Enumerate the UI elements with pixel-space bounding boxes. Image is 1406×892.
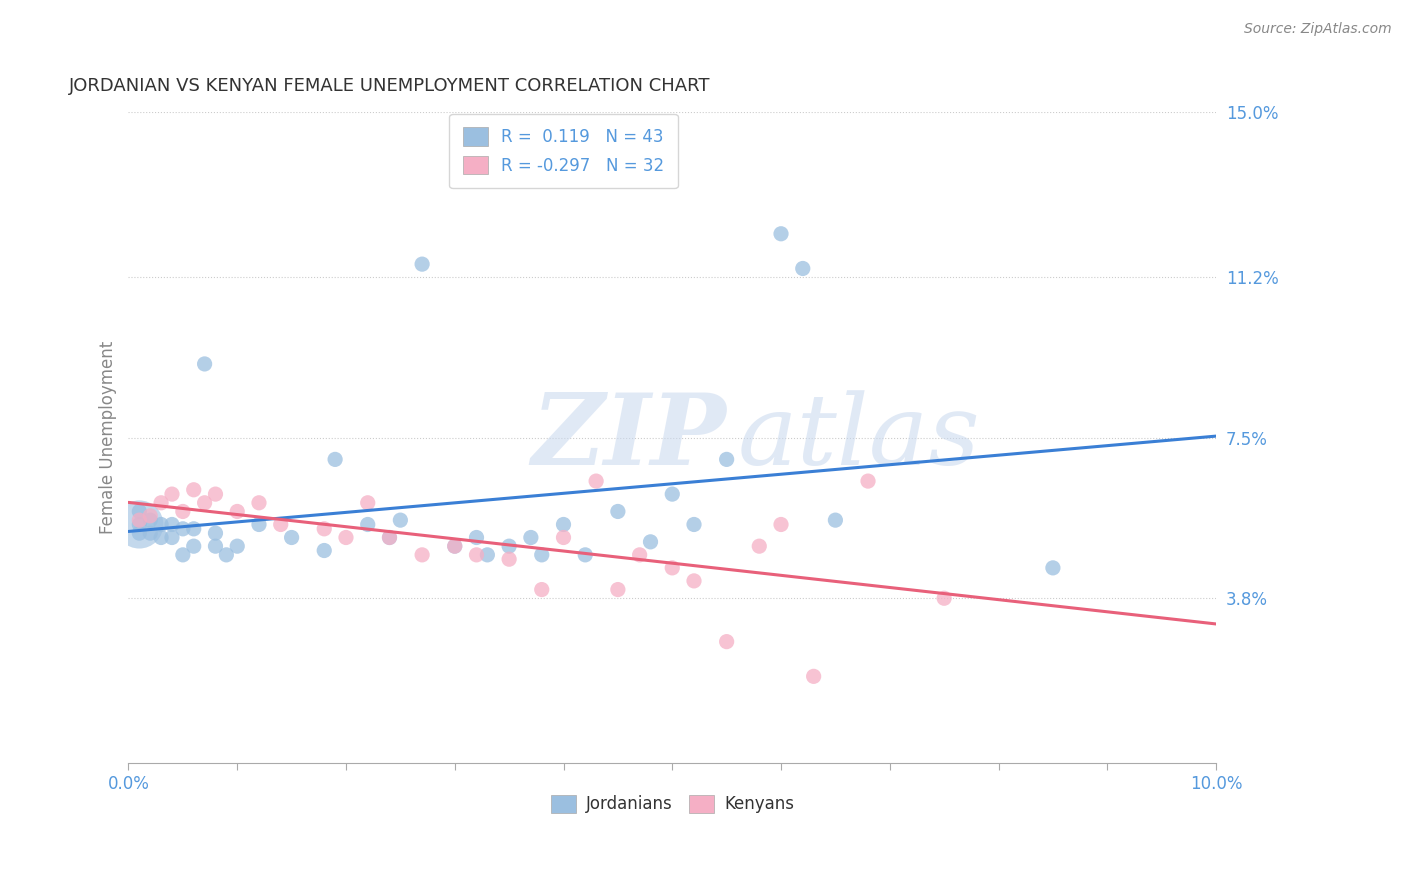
Point [856, 474, 879, 488]
Point [792, 261, 814, 276]
Point [716, 452, 738, 467]
Point [748, 539, 770, 553]
Point [226, 504, 249, 518]
Y-axis label: Female Unemployment: Female Unemployment [100, 341, 117, 534]
Point [172, 548, 194, 562]
Point [443, 539, 465, 553]
Point [194, 496, 217, 510]
Point [160, 517, 183, 532]
Point [128, 517, 150, 532]
Point [172, 522, 194, 536]
Point [270, 517, 292, 532]
Point [661, 561, 683, 575]
Point [139, 526, 162, 541]
Point [128, 517, 150, 532]
Point [553, 517, 575, 532]
Point [357, 517, 380, 532]
Point [769, 517, 792, 532]
Point [150, 496, 173, 510]
Point [824, 513, 846, 527]
Point [280, 531, 302, 545]
Point [530, 548, 553, 562]
Point [628, 548, 651, 562]
Point [204, 487, 226, 501]
Text: ZIP: ZIP [531, 390, 727, 486]
Point [683, 517, 706, 532]
Point [128, 513, 150, 527]
Point [606, 504, 628, 518]
Point [128, 526, 150, 541]
Point [378, 531, 401, 545]
Point [128, 504, 150, 518]
Point [465, 548, 488, 562]
Point [411, 548, 433, 562]
Point [335, 531, 357, 545]
Text: atlas: atlas [738, 390, 980, 485]
Point [139, 508, 162, 523]
Point [803, 669, 825, 683]
Point [574, 548, 596, 562]
Point [498, 539, 520, 553]
Point [640, 534, 662, 549]
Text: JORDANIAN VS KENYAN FEMALE UNEMPLOYMENT CORRELATION CHART: JORDANIAN VS KENYAN FEMALE UNEMPLOYMENT … [69, 78, 710, 95]
Point [160, 531, 183, 545]
Point [477, 548, 499, 562]
Point [183, 522, 205, 536]
Point [606, 582, 628, 597]
Point [530, 582, 553, 597]
Point [520, 531, 543, 545]
Point [553, 531, 575, 545]
Point [314, 543, 336, 558]
Point [443, 539, 465, 553]
Point [389, 513, 412, 527]
Point [247, 517, 270, 532]
Point [183, 539, 205, 553]
Point [411, 257, 433, 271]
Point [172, 504, 194, 518]
Point [204, 526, 226, 541]
Point [160, 487, 183, 501]
Point [150, 531, 173, 545]
Point [661, 487, 683, 501]
Text: Source: ZipAtlas.com: Source: ZipAtlas.com [1244, 22, 1392, 37]
Point [226, 539, 249, 553]
Point [585, 474, 607, 488]
Point [314, 522, 336, 536]
Point [183, 483, 205, 497]
Point [465, 531, 488, 545]
Point [683, 574, 706, 588]
Point [498, 552, 520, 566]
Point [150, 517, 173, 532]
Point [194, 357, 217, 371]
Point [378, 531, 401, 545]
Point [716, 634, 738, 648]
Point [139, 513, 162, 527]
Point [1042, 561, 1064, 575]
Point [769, 227, 792, 241]
Point [323, 452, 346, 467]
Point [204, 539, 226, 553]
Point [357, 496, 380, 510]
Point [247, 496, 270, 510]
Point [934, 591, 956, 606]
Point [215, 548, 238, 562]
Legend: Jordanians, Kenyans: Jordanians, Kenyans [544, 788, 800, 820]
